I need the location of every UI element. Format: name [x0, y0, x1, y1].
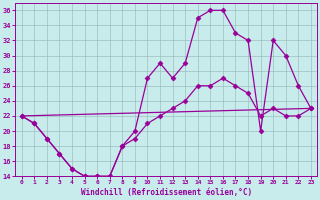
X-axis label: Windchill (Refroidissement éolien,°C): Windchill (Refroidissement éolien,°C)	[81, 188, 252, 197]
